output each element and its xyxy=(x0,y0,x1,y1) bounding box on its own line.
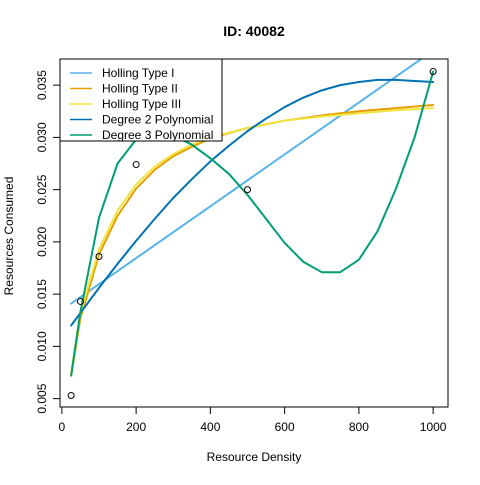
legend-label-3: Holling Type III xyxy=(102,97,181,111)
series-line-2 xyxy=(70,103,435,377)
y-tick-label: 0.030 xyxy=(35,122,49,152)
y-tick-label: 0.015 xyxy=(35,279,49,309)
y-tick-label: 0.020 xyxy=(35,227,49,257)
data-point xyxy=(244,186,252,194)
data-point xyxy=(76,297,84,305)
x-tick-label: 600 xyxy=(275,420,295,434)
legend-label-5: Degree 3 Polynomial xyxy=(102,128,213,142)
series-line-4 xyxy=(70,78,435,327)
plot-frame xyxy=(59,58,449,408)
axes-layer: 0 200 400 600 800 1000 0.005 0.010 0.015 0.020 0.0… xyxy=(35,58,449,434)
chart-title: ID: 40082 xyxy=(223,23,285,39)
data-point xyxy=(67,392,75,400)
legend-label-1: Holling Type I xyxy=(102,66,175,80)
y-tick-label: 0.010 xyxy=(35,331,49,361)
x-axis-label: Resource Density xyxy=(207,450,302,464)
legend-label-2: Holling Type II xyxy=(102,82,178,96)
y-tick-label: 0.005 xyxy=(35,383,49,413)
x-tick-label: 0 xyxy=(59,420,66,434)
data-point xyxy=(95,253,103,261)
series-line-1 xyxy=(70,59,423,305)
legend-label-4: Degree 2 Polynomial xyxy=(102,113,213,127)
y-tick-label: 0.025 xyxy=(35,174,49,204)
series-line-5 xyxy=(70,70,435,377)
data-point xyxy=(132,161,140,169)
x-tick-label: 200 xyxy=(126,420,146,434)
points-layer xyxy=(67,68,437,400)
y-tick-label: 0.035 xyxy=(35,70,49,100)
x-tick-label: 400 xyxy=(200,420,220,434)
series-layer xyxy=(70,59,435,377)
x-tick-label: 1000 xyxy=(420,420,447,434)
data-point xyxy=(429,68,437,76)
x-tick-label: 800 xyxy=(349,420,369,434)
y-axis-label: Resources Consumed xyxy=(2,177,16,296)
